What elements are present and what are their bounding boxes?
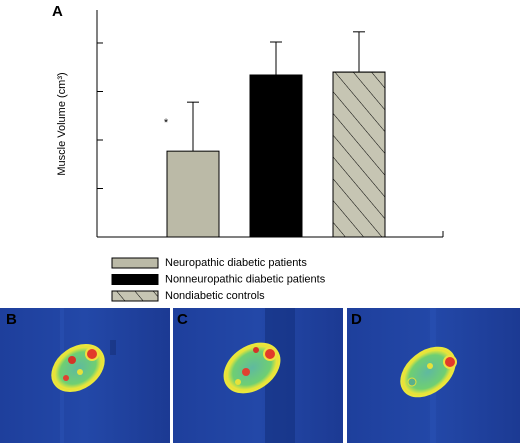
bar xyxy=(249,74,303,238)
y-axis-label: Muscle Volume (cm³) xyxy=(56,72,68,175)
panel-label: D xyxy=(351,311,362,328)
bar-hatch xyxy=(332,71,386,238)
legend-label: Nonneuropathic diabetic patients xyxy=(165,273,326,285)
panel-label: B xyxy=(6,311,17,328)
legend-label: Neuropathic diabetic patients xyxy=(165,257,307,269)
annotation: * xyxy=(164,117,169,129)
legend-swatch-hatch xyxy=(111,290,159,302)
legend-swatch xyxy=(111,274,159,285)
panel-label: A xyxy=(52,3,63,20)
mri-image xyxy=(173,308,343,443)
mri-image xyxy=(0,308,170,443)
panel-label: C xyxy=(177,311,188,328)
mri-image xyxy=(347,308,520,443)
legend-swatch xyxy=(111,257,159,269)
bar xyxy=(166,150,220,238)
legend-label: Nondiabetic controls xyxy=(165,290,265,302)
